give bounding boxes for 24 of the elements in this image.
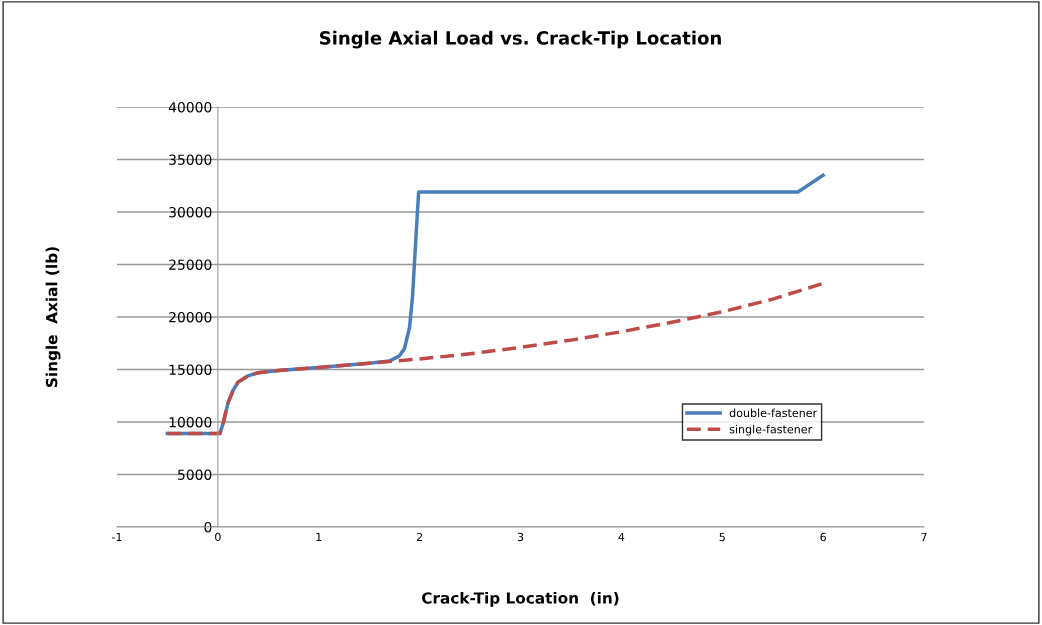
- x-tick-label: 1: [316, 532, 322, 541]
- legend-label: double-fastener: [729, 408, 818, 418]
- x-tick-label: 0: [215, 532, 221, 542]
- line-series: [165, 281, 825, 436]
- legend-label: single-fastener: [729, 424, 813, 436]
- y-tick-label: 10000: [169, 416, 212, 428]
- x-tick-label: 4: [618, 532, 625, 541]
- x-tick-label: 3: [517, 532, 524, 542]
- x-tick-label: -1: [112, 532, 122, 541]
- y-tick-label: 5000: [178, 469, 212, 480]
- y-tick-label: 0: [204, 521, 212, 533]
- x-tick-label: 5: [719, 532, 725, 542]
- y-tick-label: 40000: [168, 101, 212, 113]
- y-tick-label: 15000: [169, 364, 212, 375]
- y-tick-label: 25000: [169, 259, 212, 270]
- x-tick-label: 7: [921, 532, 927, 541]
- chart-title: Single Axial Load vs. Crack-Tip Location: [320, 30, 721, 49]
- x-tick-label: 6: [820, 532, 826, 542]
- y-tick-label: 35000: [169, 154, 212, 165]
- x-tick-label: 2: [416, 532, 423, 541]
- x-axis-title: Crack-Tip Location (in): [422, 591, 619, 607]
- y-tick-label: 30000: [169, 206, 212, 218]
- y-tick-label: 20000: [169, 311, 212, 323]
- y-axis-title: Single Axial (lb): [45, 247, 61, 388]
